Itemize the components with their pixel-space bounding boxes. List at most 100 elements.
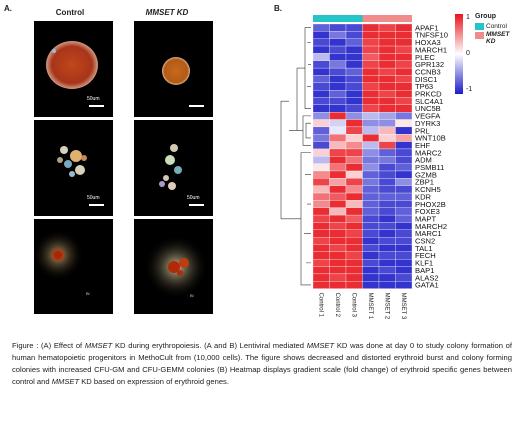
heatmap-svg: APAF1TNFSF10HOXA3MARCH1PLECGPR132CCNB3DI…	[280, 15, 448, 320]
heatmap-cell	[345, 126, 363, 135]
group-bar-cell	[395, 15, 412, 22]
heatmap-cell	[312, 104, 330, 113]
legend-title: Group	[475, 13, 496, 20]
heatmap-cell	[329, 244, 347, 252]
heatmap-cell	[378, 112, 396, 120]
heatmap-cell	[395, 141, 413, 150]
heatmap-cell	[345, 178, 363, 186]
heatmap-cell	[362, 266, 380, 275]
colorbar	[455, 14, 463, 94]
gene-row-label: FOXE3	[415, 207, 440, 216]
heatmap-cell	[362, 244, 380, 252]
heatmap-cell	[362, 163, 380, 172]
heatmap-cell	[345, 273, 363, 282]
legend-kd-label: MMSET KD	[486, 31, 510, 45]
heatmap-cell	[395, 82, 413, 91]
heatmap-cell	[329, 281, 347, 289]
heatmap-cell	[378, 75, 396, 83]
heatmap-cell	[362, 82, 380, 91]
heatmap-cell	[362, 75, 380, 83]
heatmap-cell	[378, 236, 396, 245]
gene-row-label: SLC4A1	[415, 97, 443, 106]
gene-row-label: WNT10B	[415, 134, 446, 143]
heatmap-cell	[312, 207, 330, 216]
heatmap-cell	[378, 53, 396, 61]
heatmap-cell	[329, 23, 347, 32]
heatmap-cell	[378, 119, 396, 128]
heatmap-cell	[378, 266, 396, 275]
heatmap-cell	[378, 38, 396, 47]
gene-row-label: GPR132	[415, 60, 444, 69]
heatmap-cell	[312, 163, 330, 172]
heatmap-cell	[312, 119, 330, 128]
heatmap-cell	[329, 38, 347, 47]
heatmap-cell	[395, 97, 413, 105]
caption-kd-term-1: MMSET	[84, 341, 113, 350]
heatmap-cell	[329, 126, 347, 135]
heatmap-cell	[345, 31, 363, 39]
caption-segment-1: KD during erythropoiesis. (A and B) Lent…	[112, 341, 307, 350]
heatmap-cell	[395, 214, 413, 223]
heatmap-cell	[395, 112, 413, 120]
sample-column-label: MMSET 3	[400, 293, 406, 320]
heatmap-cell	[362, 53, 380, 61]
heatmap-cell	[329, 90, 347, 98]
heatmap-cell	[395, 207, 413, 216]
heatmap-cell	[395, 75, 413, 83]
heatmap-cell	[312, 45, 330, 54]
gene-row-label: MARC2	[415, 148, 442, 157]
heatmap-cell	[329, 82, 347, 91]
heatmap-cell	[395, 244, 413, 252]
heatmap-cell	[395, 119, 413, 128]
heatmap-cell	[345, 229, 363, 238]
heatmap-cell	[329, 266, 347, 275]
gene-row-label: KDR	[415, 192, 432, 201]
heatmap-cell	[378, 104, 396, 113]
heatmap-cell	[329, 192, 347, 201]
heatmap-cell	[378, 90, 396, 98]
heatmap-cell	[395, 229, 413, 238]
group-bar-cell	[313, 15, 330, 22]
heatmap-cell	[395, 273, 413, 282]
heatmap-cell	[362, 90, 380, 98]
heatmap-cell	[362, 112, 380, 120]
heatmap-cell	[345, 163, 363, 172]
heatmap-cell	[312, 53, 330, 61]
gene-row-label: KLF1	[415, 259, 433, 268]
heatmap-cell	[329, 156, 347, 164]
micrograph-control-well: Bi	[34, 219, 113, 314]
micrograph-kd-cfu: 50um	[134, 120, 213, 216]
heatmap-cell	[362, 23, 380, 32]
gene-row-label: MARCH2	[415, 222, 447, 231]
heatmap-cell	[345, 251, 363, 260]
gene-row-label: MAPT	[415, 214, 436, 223]
heatmap-cell	[378, 178, 396, 186]
gene-row-label: TP63	[415, 82, 433, 91]
micrograph-control-bfu: 50um	[34, 21, 113, 117]
heatmap-cell	[362, 251, 380, 260]
gene-row-label: EHF	[415, 141, 431, 150]
heatmap-cell	[378, 259, 396, 267]
heatmap-cell	[312, 259, 330, 267]
heatmap-cell	[312, 178, 330, 186]
heatmap-cell	[378, 214, 396, 223]
heatmap-cell	[362, 134, 380, 142]
figure-caption: Figure : (A) Effect of MMSET KD during e…	[12, 340, 512, 388]
heatmap-cell	[362, 119, 380, 128]
heatmap-cell	[395, 266, 413, 275]
gene-row-label: TNFSF10	[415, 31, 448, 40]
heatmap-cell	[378, 60, 396, 69]
heatmap-cell	[312, 75, 330, 83]
heatmap-cell	[395, 60, 413, 69]
heatmap-cell	[312, 251, 330, 260]
heatmap-cell	[395, 38, 413, 47]
heatmap-cell	[378, 229, 396, 238]
heatmap-cell	[345, 244, 363, 252]
caption-segment-3: KD based on expression of erythroid gene…	[79, 377, 229, 386]
heatmap-cell	[362, 67, 380, 76]
heatmap-cell	[395, 148, 413, 157]
heatmap-cell	[378, 185, 396, 194]
heatmap-cell	[345, 259, 363, 267]
heatmap-cell	[362, 104, 380, 113]
heatmap-cell	[345, 185, 363, 194]
